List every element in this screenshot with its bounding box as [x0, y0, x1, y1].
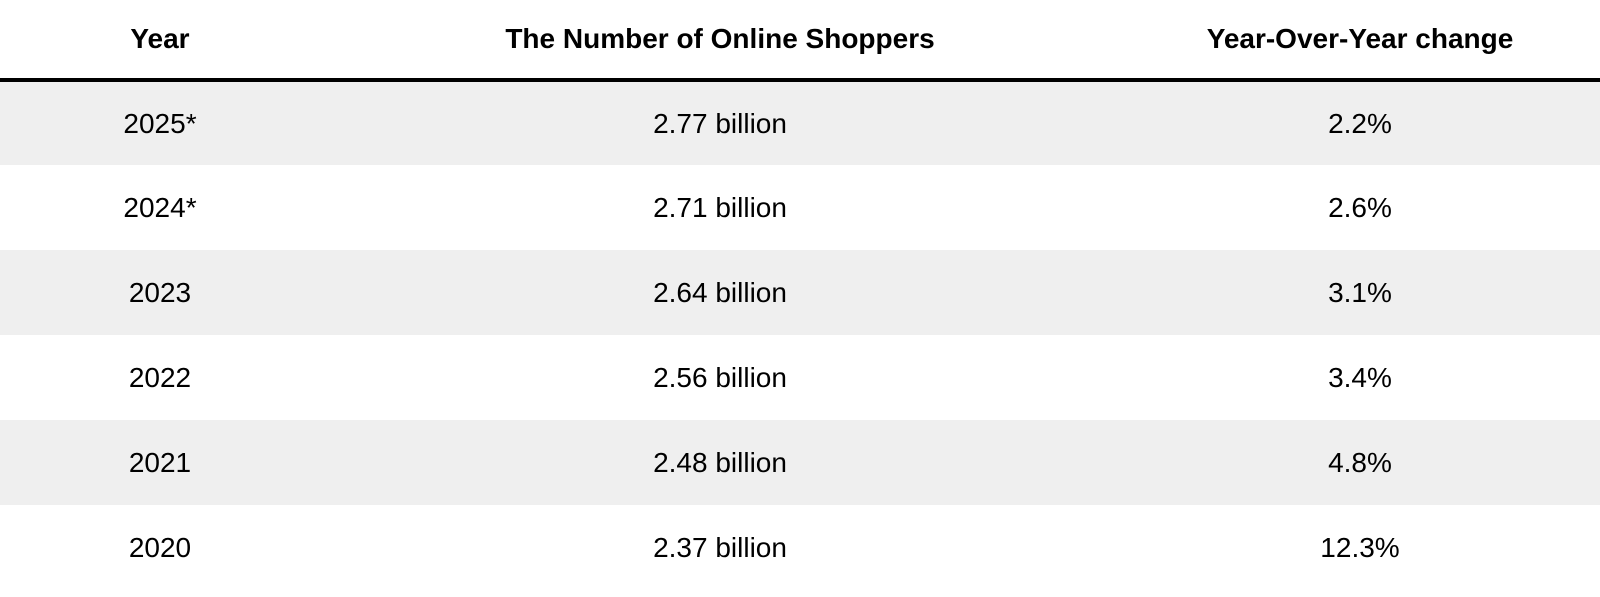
cell-yoy: 2.6% [1120, 165, 1600, 250]
column-header-shoppers: The Number of Online Shoppers [320, 0, 1120, 80]
cell-yoy: 3.1% [1120, 250, 1600, 335]
table-header-row: Year The Number of Online Shoppers Year-… [0, 0, 1600, 80]
cell-yoy: 3.4% [1120, 335, 1600, 420]
cell-year: 2022 [0, 335, 320, 420]
cell-shoppers: 2.48 billion [320, 420, 1120, 505]
cell-year: 2021 [0, 420, 320, 505]
online-shoppers-table: Year The Number of Online Shoppers Year-… [0, 0, 1600, 590]
table-row: 2023 2.64 billion 3.1% [0, 250, 1600, 335]
cell-yoy: 12.3% [1120, 505, 1600, 590]
cell-year: 2023 [0, 250, 320, 335]
cell-yoy: 2.2% [1120, 80, 1600, 165]
table-row: 2025* 2.77 billion 2.2% [0, 80, 1600, 165]
cell-shoppers: 2.71 billion [320, 165, 1120, 250]
online-shoppers-table-container: Year The Number of Online Shoppers Year-… [0, 0, 1600, 590]
cell-year: 2025* [0, 80, 320, 165]
column-header-year: Year [0, 0, 320, 80]
table-row: 2020 2.37 billion 12.3% [0, 505, 1600, 590]
table-row: 2021 2.48 billion 4.8% [0, 420, 1600, 505]
cell-year: 2024* [0, 165, 320, 250]
cell-shoppers: 2.64 billion [320, 250, 1120, 335]
cell-shoppers: 2.77 billion [320, 80, 1120, 165]
table-row: 2022 2.56 billion 3.4% [0, 335, 1600, 420]
cell-yoy: 4.8% [1120, 420, 1600, 505]
cell-year: 2020 [0, 505, 320, 590]
cell-shoppers: 2.56 billion [320, 335, 1120, 420]
cell-shoppers: 2.37 billion [320, 505, 1120, 590]
column-header-yoy: Year-Over-Year change [1120, 0, 1600, 80]
table-row: 2024* 2.71 billion 2.6% [0, 165, 1600, 250]
